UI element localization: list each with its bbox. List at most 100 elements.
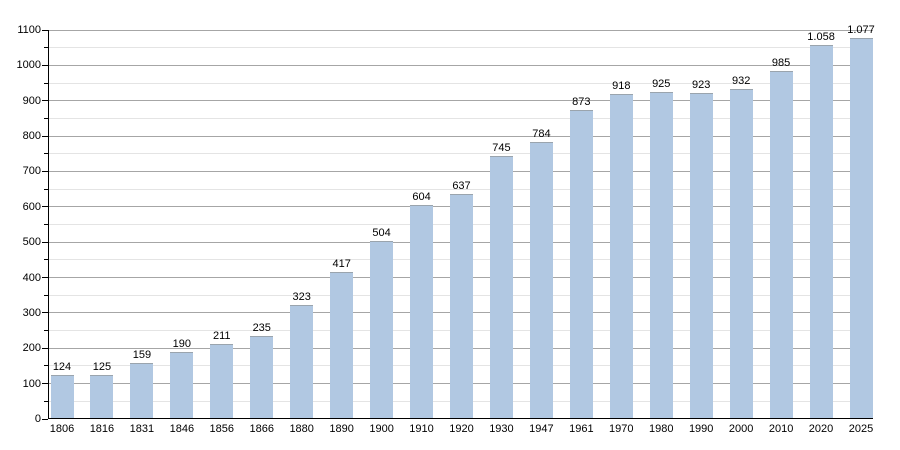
x-axis-tick-label: 1970 (609, 423, 634, 435)
y-axis-minor-tick (44, 224, 48, 225)
bar-value-label: 190 (172, 337, 192, 350)
y-axis-line (48, 30, 49, 419)
bar-1900 (370, 240, 394, 419)
x-axis-tick-label: 1930 (489, 423, 514, 435)
bar-value-label: 211 (213, 330, 231, 343)
bar-1846 (170, 351, 194, 419)
bar-1920 (450, 193, 473, 419)
y-axis-tick-label: 200 (22, 342, 41, 355)
y-axis-tick-label: 600 (22, 200, 41, 213)
bar-value-label: 745 (492, 141, 511, 154)
x-axis-tick-label: 1900 (369, 423, 394, 435)
bars-layer: 124 125 159 190 211 235 323 417 504 604 637 745 784 8… (48, 24, 875, 419)
bar-1866 (250, 335, 274, 419)
bar-2000 (729, 89, 753, 419)
y-axis-minor-tick (44, 188, 48, 190)
bar-value-label: 932 (731, 75, 751, 88)
y-axis-tick-label: 1000 (16, 59, 41, 72)
bar-1980 (649, 91, 673, 419)
y-axis-major-tick (42, 277, 48, 279)
bar-value-label: 124 (52, 361, 72, 374)
x-axis-tick-label: 2025 (848, 423, 874, 435)
y-axis-minor-tick (44, 153, 48, 155)
gridline-minor (48, 188, 873, 190)
x-axis-tick-label: 1880 (289, 423, 314, 435)
x-axis-tick-label: 1947 (529, 423, 554, 435)
y-axis-tick-label: 400 (22, 271, 41, 284)
gridline-minor (48, 82, 873, 84)
bar-value-label: 604 (412, 191, 431, 204)
bar-value-label: 125 (92, 360, 112, 373)
x-axis-tick-label: 1816 (89, 423, 115, 435)
bar-value-label: 1.058 (807, 30, 835, 43)
y-axis-major-tick (42, 347, 48, 349)
x-axis-tick-label: 1990 (688, 423, 714, 435)
bar-2020 (809, 44, 833, 419)
bar-value-label: 159 (132, 348, 152, 361)
bar-value-label: 923 (692, 78, 711, 91)
bar-value-label: 637 (452, 179, 471, 192)
gridline-major (48, 64, 873, 66)
x-axis-tick-label: 1831 (129, 423, 155, 435)
y-axis-major-tick (42, 170, 48, 172)
gridline-major (48, 29, 873, 31)
x-axis-tick-label: 1856 (209, 423, 235, 435)
bar-1961 (569, 110, 593, 419)
bar-1990 (689, 92, 713, 419)
y-axis-minor-tick (44, 117, 48, 119)
y-axis-minor-tick (44, 82, 48, 84)
y-axis-major-tick (42, 383, 48, 385)
y-axis-major-tick (42, 418, 48, 420)
x-axis-tick-label: 1866 (249, 423, 274, 435)
bar-1816 (90, 374, 114, 419)
bar-1947 (529, 141, 553, 419)
gridline-major (48, 170, 873, 172)
x-axis-tick-label: 1920 (449, 423, 474, 435)
x-axis-tick-label: 1980 (649, 423, 674, 435)
x-axis-tick-label: 1806 (49, 423, 75, 435)
y-axis-tick-label: 0 (34, 413, 41, 425)
bar-value-label: 925 (652, 77, 671, 90)
bar-2025 (849, 38, 873, 419)
x-axis-tick-label: 1846 (169, 423, 195, 435)
bar-1930 (489, 155, 513, 419)
bar-value-label: 873 (572, 96, 591, 109)
y-axis-major-tick (42, 135, 48, 137)
gridline-major (48, 100, 873, 102)
y-axis-minor-tick (44, 294, 48, 296)
y-axis-tick-label: 900 (22, 94, 41, 107)
bar-2010 (769, 70, 793, 419)
x-axis-tick-label: 2000 (728, 423, 754, 435)
y-axis-major-tick (42, 100, 48, 102)
x-axis-tick-label: 1910 (409, 423, 434, 435)
bar-1831 (130, 362, 154, 419)
bar-value-label: 323 (292, 290, 311, 303)
bar-value-label: 784 (532, 127, 551, 140)
bar-value-label: 504 (372, 226, 391, 239)
y-axis-major-tick (42, 64, 48, 66)
y-axis-minor-tick (44, 365, 48, 367)
gridline-major (48, 135, 873, 137)
x-axis-tick-label: 2010 (768, 423, 794, 435)
bar-1880 (290, 304, 314, 419)
bar-value-label: 918 (612, 80, 631, 93)
bar-value-label: 417 (332, 257, 351, 270)
gridline-minor (48, 47, 873, 49)
bar-1910 (410, 205, 434, 419)
y-axis-major-tick (42, 312, 48, 314)
y-axis-major-tick (42, 29, 48, 31)
bar-value-label: 985 (771, 56, 791, 69)
y-axis-tick-label: 700 (22, 165, 41, 178)
gridline-minor (48, 153, 873, 155)
x-axis-tick-label: 2020 (808, 423, 834, 435)
y-axis-minor-tick (44, 47, 48, 49)
bar-1890 (330, 271, 354, 419)
bar-value-label: 1.077 (847, 24, 875, 37)
y-axis-tick-label: 300 (22, 306, 41, 319)
y-axis-minor-tick (44, 259, 48, 261)
y-axis-tick-label: 100 (22, 377, 41, 390)
plot-area: 124 125 159 190 211 235 323 417 504 604 637 745 784 8… (48, 24, 875, 419)
bar-1806 (50, 375, 74, 419)
gridline-minor (48, 117, 873, 119)
